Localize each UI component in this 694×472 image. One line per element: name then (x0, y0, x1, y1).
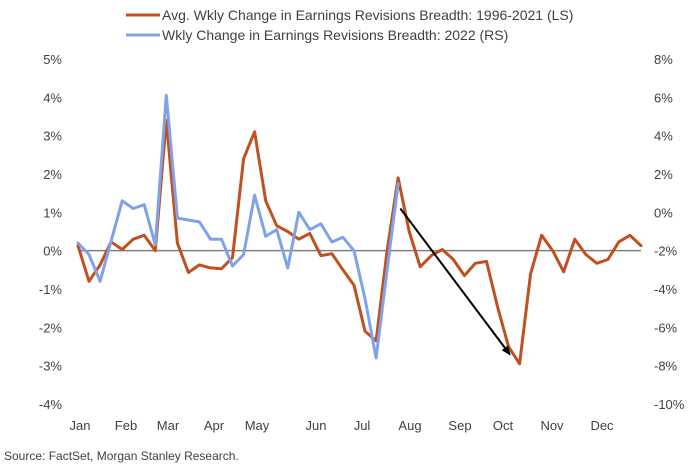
series-line-avg-1996-2021 (76, 118, 643, 366)
right-tick-label: -4% (654, 282, 678, 297)
x-tick-label: Feb (115, 418, 137, 433)
left-tick-label: 1% (43, 205, 62, 220)
x-tick-label: May (245, 418, 270, 433)
right-tick-label: -8% (654, 359, 678, 374)
x-tick-label: Mar (157, 418, 180, 433)
left-tick-label: -3% (39, 359, 63, 374)
left-tick-label: -2% (39, 320, 63, 335)
x-tick-label: Apr (204, 418, 225, 433)
x-tick-label: Dec (590, 418, 614, 433)
right-tick-label: -10% (654, 397, 685, 412)
x-tick-label: Jun (306, 418, 327, 433)
x-tick-label: Sep (448, 418, 471, 433)
annotation-arrow (399, 207, 511, 356)
right-tick-label: 8% (654, 52, 673, 67)
left-tick-label: 2% (43, 167, 62, 182)
series-layer (76, 93, 643, 366)
annotation-layer (399, 207, 511, 356)
x-tick-label: Jan (70, 418, 91, 433)
x-tick-label: Aug (398, 418, 421, 433)
left-tick-label: 0% (43, 244, 62, 259)
series-line-2022 (76, 93, 400, 360)
left-tick-label: 5% (43, 52, 62, 67)
right-tick-label: -2% (654, 244, 678, 259)
left-axis: 5% 4% 3% 2% 1% 0% -1% -2% -3% -4% (39, 52, 63, 412)
right-tick-label: 4% (654, 129, 673, 144)
x-axis: Jan Feb Mar Apr May Jun Jul Aug Sep Oct Nov Dec (70, 418, 615, 433)
legend: Avg. Wkly Change in Earnings Revisions B… (126, 7, 573, 43)
right-tick-label: 2% (654, 167, 673, 182)
left-tick-label: 3% (43, 129, 62, 144)
right-tick-label: -6% (654, 320, 678, 335)
left-tick-label: -1% (39, 282, 63, 297)
left-tick-label: 4% (43, 90, 62, 105)
x-tick-label: Nov (540, 418, 564, 433)
right-tick-label: 6% (654, 90, 673, 105)
legend-label-avg: Avg. Wkly Change in Earnings Revisions B… (162, 7, 573, 23)
left-tick-label: -4% (39, 397, 63, 412)
legend-label-2022: Wkly Change in Earnings Revisions Breadt… (162, 27, 508, 43)
source-note: Source: FactSet, Morgan Stanley Research… (4, 449, 239, 463)
x-tick-label: Jul (354, 418, 371, 433)
right-tick-label: 0% (654, 205, 673, 220)
x-tick-label: Oct (493, 418, 514, 433)
right-axis: 8% 6% 4% 2% 0% -2% -4% -6% -8% -10% (654, 52, 685, 412)
